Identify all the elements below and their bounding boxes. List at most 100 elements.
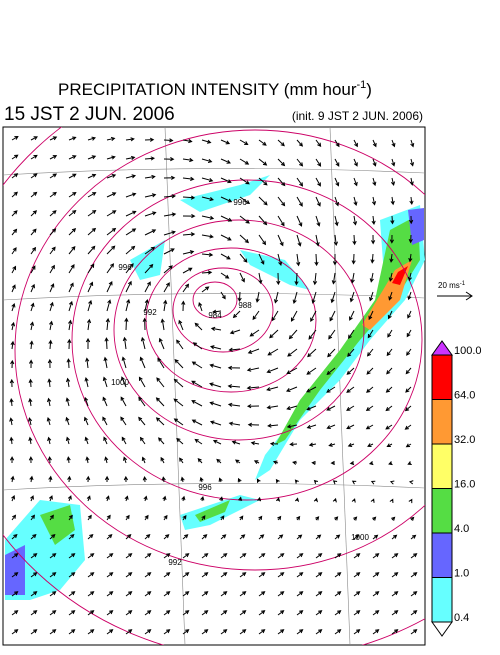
wind-arrow [201, 591, 209, 597]
wind-arrow [315, 553, 323, 559]
wind-arrow [266, 405, 279, 410]
wind-arrow [121, 356, 127, 369]
wind-arrow [311, 291, 317, 304]
wind-arrow [123, 456, 128, 464]
wind-arrow [182, 534, 189, 540]
wind-arrow [163, 194, 177, 199]
wind-arrow [308, 329, 317, 340]
wind-arrow [296, 629, 304, 635]
wind-arrow [173, 418, 184, 426]
wind-arrow [294, 479, 299, 484]
wind-arrow [10, 340, 15, 350]
wind-arrow [331, 272, 336, 285]
wind-arrow [106, 572, 114, 578]
wind-arrow [216, 458, 222, 464]
wind-arrow [201, 252, 214, 257]
wind-arrow [347, 443, 355, 447]
colorbar-label: 0.4 [454, 612, 469, 624]
map-layers: 984 988 992 996 996 1000 1000 996 992 [3, 127, 425, 645]
wind-arrow [199, 476, 204, 483]
wind-arrow [389, 498, 394, 503]
wind-arrow [160, 318, 165, 331]
wind-arrow [106, 173, 117, 179]
wind-arrow [49, 191, 57, 198]
wind-arrow [86, 495, 91, 502]
wind-arrow [296, 215, 303, 227]
graticule [3, 168, 425, 176]
wind-arrow [237, 291, 242, 303]
wind-arrow [11, 591, 19, 597]
wind-arrow [11, 154, 19, 160]
wind-arrow [239, 553, 247, 559]
wind-arrow [407, 461, 412, 466]
wind-arrow [227, 384, 241, 389]
isobar-label: 996 [233, 198, 247, 207]
wind-arrow [391, 553, 399, 559]
wind-arrow [385, 424, 393, 430]
wind-arrow [144, 281, 151, 293]
wind-arrow [163, 175, 176, 180]
wind-arrow [139, 436, 146, 445]
wind-arrow [163, 553, 171, 559]
wind-arrow [315, 516, 320, 521]
wind-arrow [156, 377, 165, 388]
wind-arrow [49, 320, 54, 331]
wind-arrow [120, 396, 127, 407]
wind-arrow [349, 291, 355, 303]
wind-arrow [106, 280, 113, 293]
wind-arrow [313, 479, 319, 485]
wind-arrow [255, 291, 260, 303]
wind-arrow [391, 158, 396, 167]
wind-arrow [68, 610, 76, 616]
wind-arrow [266, 386, 279, 392]
wind-arrow [11, 572, 19, 578]
wind-arrow [366, 367, 374, 375]
wind-arrow [182, 195, 196, 200]
wind-arrow [49, 228, 57, 236]
wind-arrow [365, 405, 374, 411]
wind-arrow [125, 137, 135, 142]
wind-arrow [201, 515, 206, 521]
wind-arrow [277, 196, 286, 207]
wind-arrow [30, 533, 37, 540]
wind-arrow [391, 572, 399, 578]
wind-arrow [328, 442, 336, 447]
wind-arrow [85, 456, 90, 464]
wind-arrow [30, 591, 38, 597]
wind-arrow [201, 215, 215, 220]
wind-arrow [315, 177, 321, 187]
wind-arrow [68, 514, 73, 521]
wind-arrow [144, 174, 156, 180]
title-text: PRECIPITATION INTENSITY (mm hour [58, 80, 357, 99]
wind-arrow [327, 348, 336, 358]
wind-arrow [87, 299, 93, 312]
wind-arrow [49, 283, 55, 293]
wind-arrow [157, 357, 165, 369]
wind-arrow [239, 253, 248, 263]
isobar [113, 219, 365, 441]
wind-arrow [277, 215, 285, 227]
wind-arrow [296, 572, 304, 578]
wind-arrow [30, 228, 37, 236]
wind-arrow [138, 376, 146, 388]
wind-arrow [371, 215, 376, 226]
wind-arrow [65, 416, 70, 426]
wind-arrow [106, 155, 116, 160]
wind-arrow [326, 424, 336, 430]
wind-arrow [65, 436, 70, 445]
wind-arrow [49, 533, 56, 540]
wind-arrow [334, 629, 342, 635]
wind-arrow [201, 610, 209, 616]
wind-arrow [367, 443, 374, 448]
wind-arrow [201, 270, 213, 275]
wind-arrow [9, 436, 14, 445]
wind-arrow [163, 212, 177, 217]
wind-arrow [277, 591, 285, 597]
wind-arrow [120, 416, 127, 426]
wind-arrow [368, 310, 374, 321]
wind-arrow [409, 196, 414, 206]
wind-arrow [180, 476, 185, 483]
wind-arrow [197, 457, 203, 464]
wind-arrow [385, 386, 393, 393]
wind-arrow [105, 495, 110, 502]
